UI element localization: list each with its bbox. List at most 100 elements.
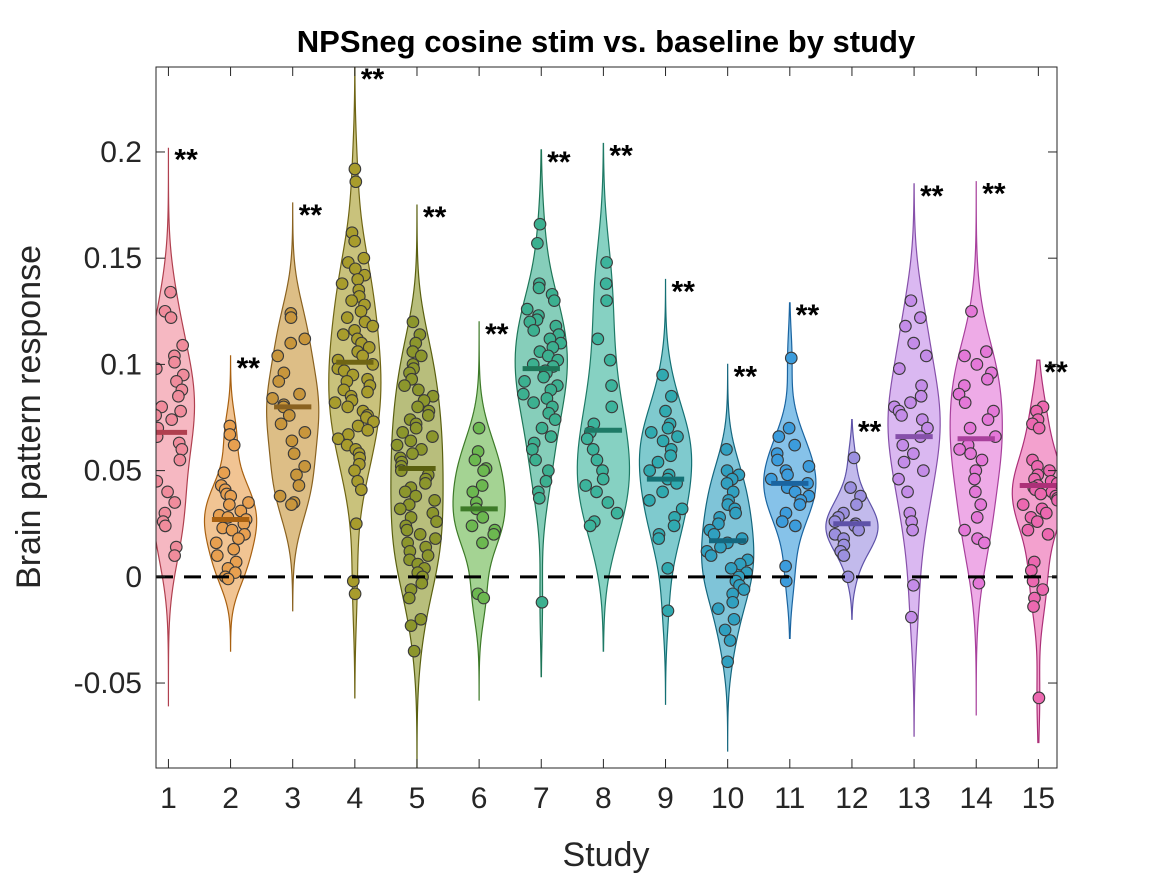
data-point	[737, 583, 751, 596]
data-point	[720, 443, 733, 456]
x-tick-label: 3	[284, 782, 301, 815]
data-point	[282, 409, 296, 422]
x-tick-label: 4	[346, 782, 363, 815]
data-point	[242, 496, 255, 509]
data-point	[430, 515, 443, 528]
data-point	[174, 404, 187, 418]
data-point	[901, 485, 914, 499]
data-point	[156, 474, 164, 488]
plot-area: ** ** ** ** ** ** ** ** ** ** ** ** ** ** **	[155, 63, 1068, 769]
data-point	[1030, 515, 1044, 528]
data-point	[656, 368, 669, 382]
data-point	[907, 336, 921, 350]
data-point	[348, 162, 362, 176]
data-point	[580, 432, 594, 446]
data-point	[963, 421, 977, 435]
data-point	[892, 362, 906, 375]
significance-label: **	[672, 275, 696, 308]
data-point	[904, 396, 917, 409]
data-point	[905, 610, 918, 624]
data-point	[661, 604, 675, 618]
data-point	[407, 644, 421, 658]
data-point	[675, 502, 689, 516]
data-point	[579, 479, 593, 492]
data-point	[965, 304, 978, 318]
x-tick-label: 9	[657, 782, 674, 815]
data-point	[168, 355, 181, 369]
violin-study-10	[700, 363, 755, 752]
violin-study-1	[156, 147, 196, 707]
data-point	[349, 175, 363, 189]
data-point	[210, 549, 224, 562]
significance-label: **	[174, 144, 198, 177]
data-point	[850, 498, 863, 511]
data-point	[158, 519, 172, 533]
violin-study-3	[266, 202, 320, 612]
data-point	[516, 387, 530, 401]
data-point	[298, 426, 312, 439]
data-point	[362, 341, 376, 354]
data-point	[175, 443, 189, 456]
significance-label: **	[1044, 356, 1068, 389]
data-point	[720, 477, 734, 490]
data-point	[975, 453, 989, 467]
data-point	[651, 455, 665, 469]
data-point	[412, 383, 425, 397]
data-point	[406, 447, 419, 460]
violin-study-12	[825, 419, 879, 620]
violin-study-11	[763, 302, 817, 640]
data-point	[661, 561, 675, 575]
data-point	[429, 532, 442, 545]
data-point	[227, 542, 241, 556]
y-tick-label: 0.05	[84, 455, 142, 488]
data-point	[659, 404, 672, 418]
data-point	[341, 400, 355, 414]
data-point	[712, 517, 725, 531]
data-point	[529, 453, 542, 467]
data-point	[535, 421, 549, 435]
data-point	[914, 311, 927, 325]
data-point	[173, 453, 187, 467]
x-tick-label: 11	[774, 782, 805, 815]
data-point	[844, 481, 857, 494]
data-point	[981, 372, 994, 386]
data-point	[533, 217, 547, 231]
data-point	[968, 472, 981, 486]
y-tick-label: 0.15	[84, 242, 142, 275]
data-point	[772, 430, 786, 443]
x-tick-label: 7	[533, 782, 550, 815]
data-point	[721, 655, 734, 669]
data-point	[727, 612, 741, 626]
y-axis-label: Brain pattern response	[10, 245, 48, 589]
data-point	[897, 455, 911, 469]
data-point	[847, 451, 861, 465]
x-axis-label: Study	[563, 836, 650, 874]
data-point	[168, 549, 181, 562]
data-point	[475, 479, 489, 492]
data-point	[977, 536, 991, 550]
data-point	[398, 379, 411, 392]
data-point	[599, 277, 613, 291]
data-point	[1041, 527, 1055, 541]
y-tick-label: 0	[125, 561, 142, 594]
data-point	[600, 294, 613, 308]
data-point	[284, 311, 298, 325]
data-point	[729, 506, 743, 520]
x-tick-label: 13	[897, 782, 930, 815]
data-point	[421, 409, 435, 422]
y-tick-label: 0.2	[100, 136, 142, 169]
data-point	[718, 623, 732, 637]
data-point	[656, 434, 670, 448]
data-point	[537, 370, 551, 384]
data-point	[788, 438, 802, 452]
data-point	[964, 447, 977, 460]
data-point	[952, 387, 966, 401]
significance-label: **	[361, 63, 385, 96]
data-point	[156, 409, 162, 422]
data-point	[904, 294, 918, 308]
data-point	[532, 491, 546, 505]
data-point	[1016, 498, 1030, 511]
data-point	[402, 591, 416, 605]
data-point	[664, 449, 678, 463]
data-point	[476, 510, 490, 524]
